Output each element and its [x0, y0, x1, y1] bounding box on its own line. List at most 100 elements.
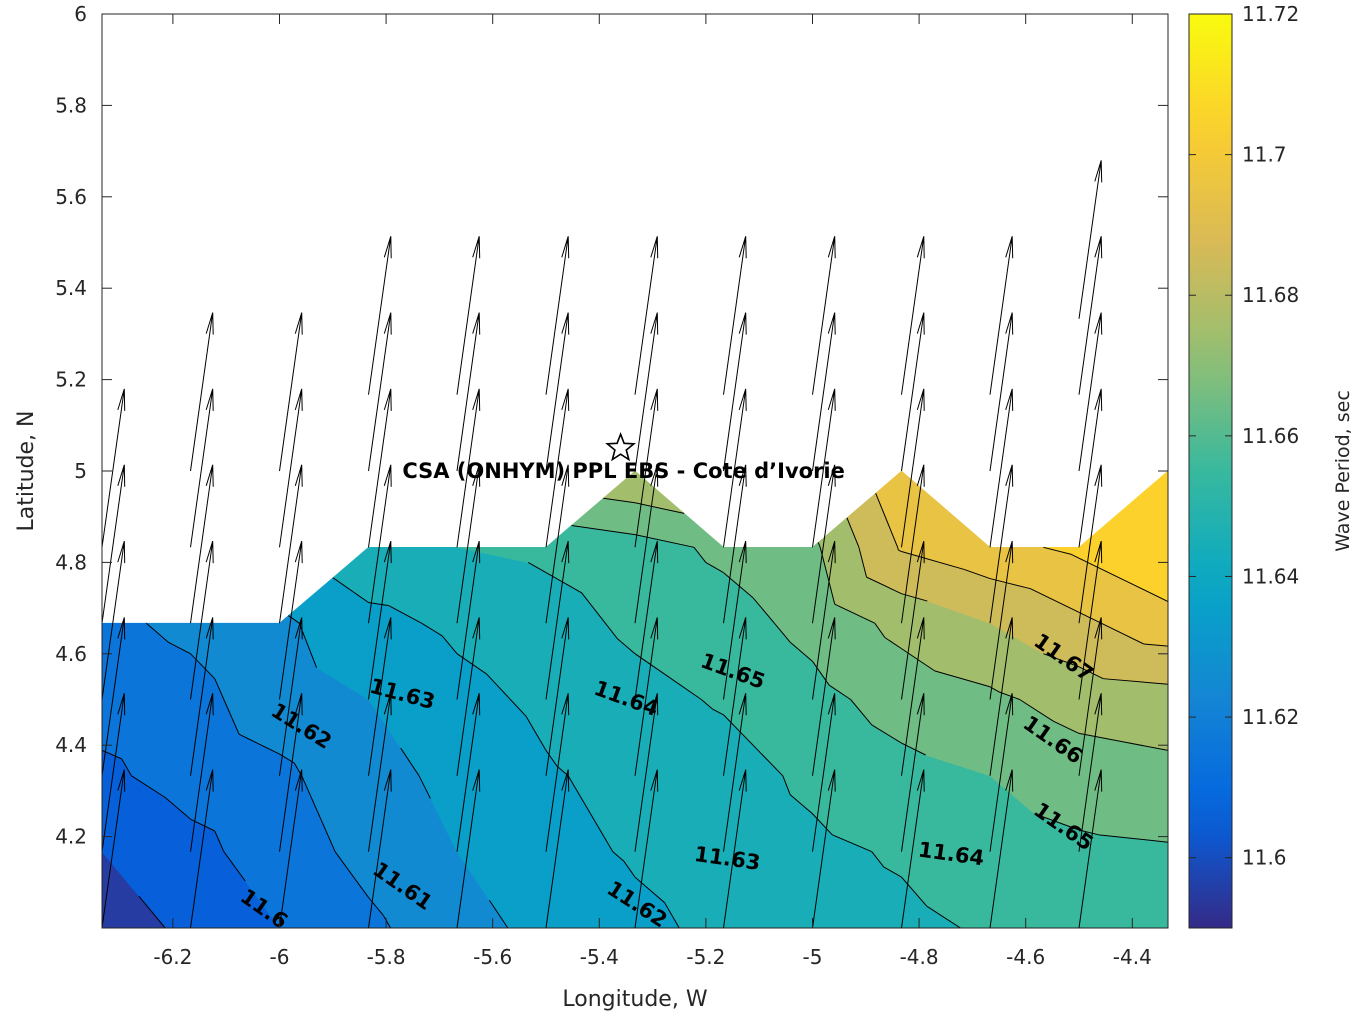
colorbar-tick-label: 11.64 — [1242, 564, 1299, 588]
contour-line-segment — [590, 813, 614, 852]
contour-line-segment — [581, 592, 606, 624]
wave-arrow — [634, 693, 659, 852]
contour-line-segment — [832, 834, 873, 853]
wave-arrow — [634, 617, 659, 776]
contour-line-segment — [488, 899, 509, 928]
wave-arrow — [812, 312, 836, 472]
wave-arrow — [368, 617, 392, 776]
contour-line-segment — [789, 794, 813, 815]
wave-arrow — [190, 312, 214, 472]
colorbar-gradient — [1188, 13, 1233, 929]
contour-line-segment — [441, 635, 458, 655]
colorbar-tick-label: 11.68 — [1242, 283, 1299, 307]
contour-line-segment — [1034, 813, 1080, 831]
wave-arrow — [989, 617, 1014, 776]
x-tick-label: -6 — [270, 945, 290, 969]
station-label: CSA (ONHYM) PPL EBS - Cote d’Ivorie — [402, 459, 845, 483]
contour-line-segment — [773, 622, 791, 643]
contour-line-segment — [850, 699, 873, 726]
wave-arrow — [545, 464, 570, 624]
contour-line-segment — [1043, 546, 1072, 555]
wave-arrow — [723, 617, 747, 776]
wave-arrow — [723, 540, 747, 700]
y-tick-label: 4.4 — [55, 733, 87, 757]
contour-line-segment — [846, 517, 860, 548]
wave-arrow — [545, 236, 570, 395]
wave-arrow — [279, 617, 303, 776]
colorbar-tick-label: 11.6 — [1242, 846, 1287, 870]
contour-line-segment — [1053, 720, 1080, 734]
wave-arrow — [545, 617, 570, 776]
contour-line-segment — [121, 758, 132, 777]
wave-arrow — [190, 540, 214, 700]
contour-line-segment — [486, 673, 511, 700]
contour-line-segment — [812, 813, 833, 836]
station-star-icon — [605, 431, 637, 462]
contour-line-segment — [964, 568, 991, 580]
contour-line-segment — [634, 876, 665, 903]
contour-line-segment — [301, 775, 321, 818]
contour-line-segment — [223, 699, 240, 735]
x-tick-label: -6.2 — [153, 945, 192, 969]
wave-arrow — [1078, 236, 1103, 395]
contour-line-segment — [603, 497, 636, 504]
contour-line-segment — [875, 492, 899, 548]
wave-arrow — [723, 312, 747, 472]
contour-line-segment — [871, 851, 885, 868]
wave-arrow — [279, 693, 303, 852]
wave-arrow — [102, 464, 126, 624]
wave-arrow — [102, 617, 126, 776]
wave-arrow — [190, 693, 214, 852]
contour-line-segment — [817, 542, 821, 548]
colorbar-tick-label: 11.62 — [1242, 705, 1299, 729]
wave-arrow — [901, 312, 925, 472]
wave-arrow — [279, 769, 303, 928]
wave-arrow — [723, 388, 747, 548]
wave-arrow — [368, 236, 392, 395]
contour-line-segment — [214, 678, 225, 700]
wave-arrow — [901, 769, 925, 928]
wave-arrow — [368, 464, 392, 624]
contour-line-segment — [705, 562, 724, 574]
contour-line-segment — [701, 699, 713, 710]
wave-arrow — [545, 312, 570, 472]
contour-line-segment — [712, 708, 724, 716]
contour-line-segment — [723, 714, 757, 749]
contour-line-segment — [288, 615, 300, 624]
contour-line-segment — [1101, 622, 1144, 645]
contour-line-segment — [527, 562, 547, 574]
contour-line-segment — [510, 699, 527, 717]
contour-line-segment — [214, 830, 225, 852]
contour-line-segment — [897, 547, 899, 551]
x-tick-label: -4.6 — [1006, 945, 1045, 969]
wave-arrow — [456, 236, 481, 395]
wave-arrow — [456, 693, 481, 852]
wave-arrow — [1078, 160, 1103, 319]
colorbar-title: Wave Period, sec — [1332, 390, 1354, 552]
wave-arrow — [456, 769, 481, 928]
contour-line-segment — [421, 622, 443, 637]
contour-line-segment — [418, 775, 431, 799]
wave-arrow — [368, 540, 392, 700]
wave-arrow — [989, 540, 1014, 700]
contour-line-segment — [1019, 699, 1054, 722]
contour-line-segment — [168, 641, 191, 655]
contour-line-segment — [664, 902, 680, 928]
contour-line-segment — [693, 547, 707, 563]
y-axis-ticks: 4.2 4.4 4.6 4.8 5 5.2 5.4 5.6 5.8 6 — [55, 2, 1168, 849]
contour-line-segment — [1078, 732, 1120, 742]
wave-arrow — [1078, 769, 1103, 928]
contour-line-segment — [567, 775, 591, 815]
contour-line-segment — [571, 525, 636, 536]
contour-line-segment — [190, 653, 216, 680]
contour-line-segment — [400, 747, 420, 777]
contour-line-segment — [1143, 643, 1168, 647]
x-tick-label: -5.4 — [580, 945, 619, 969]
y-tick-label: 6 — [74, 2, 87, 26]
contour-fill-band — [901, 470, 991, 548]
colorbar-tick-label: 11.66 — [1242, 424, 1299, 448]
contour-line-segment — [874, 622, 886, 638]
wave-arrow — [989, 388, 1014, 548]
contour-line-segment — [1086, 615, 1102, 624]
